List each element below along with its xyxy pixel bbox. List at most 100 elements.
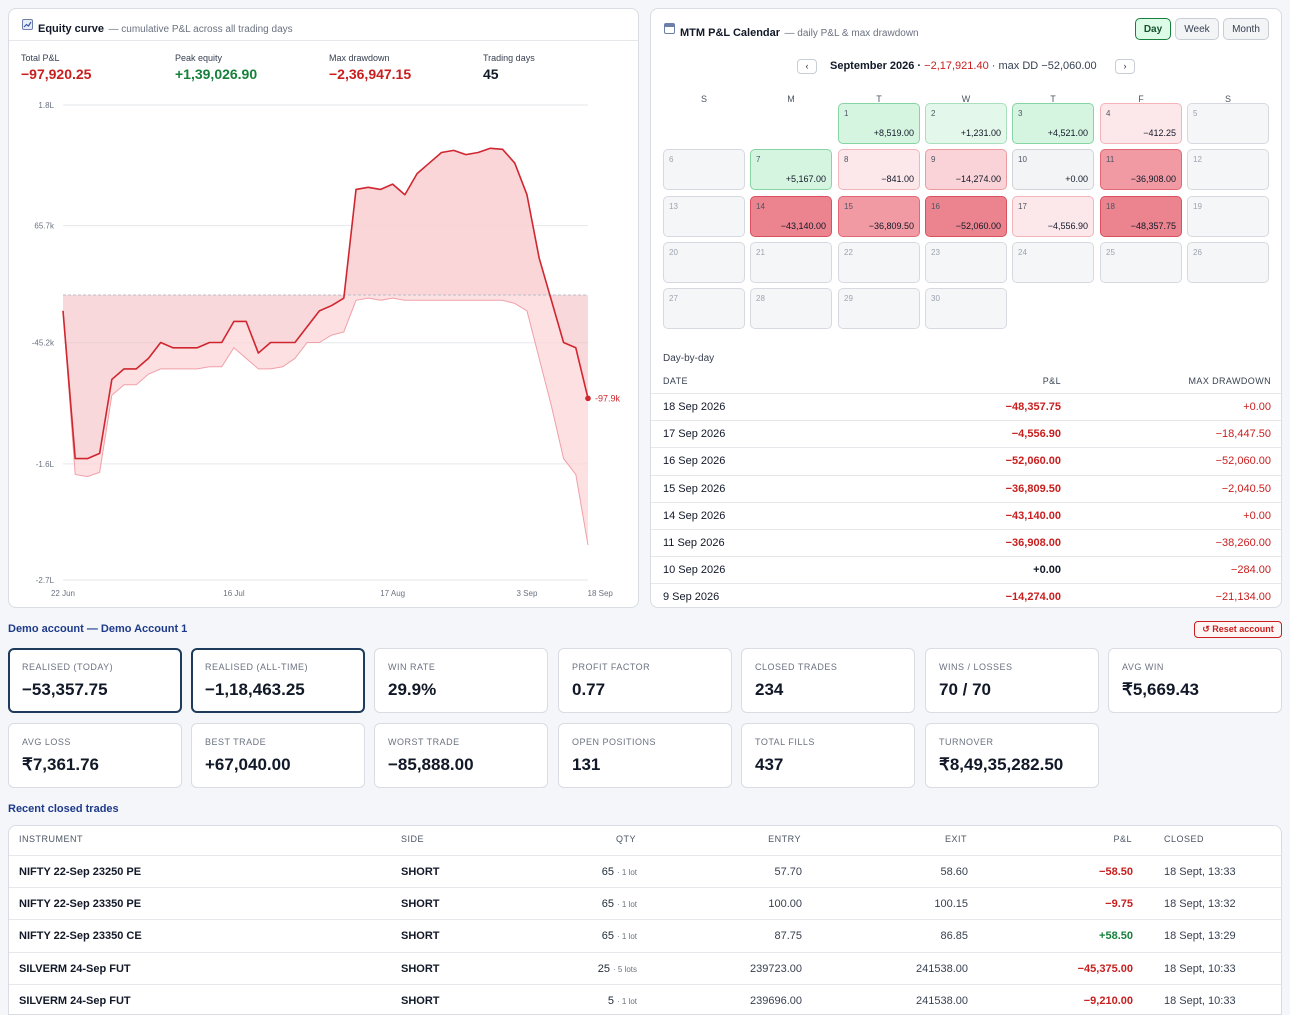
day-pnl: −48,357.75 [1130,221,1176,231]
calendar-day[interactable]: 28 [750,288,832,329]
trade-qty: 65 [601,866,614,878]
calendar-day[interactable]: 11 −36,908.00 [1100,149,1182,190]
trade-exit: 241538.00 [916,994,968,1007]
metric-value: ₹8,49,35,282.50 [939,755,1064,774]
day-number: 5 [1193,109,1198,118]
row-pnl: −14,274.00 [1005,591,1061,604]
trade-entry: 57.70 [774,866,802,878]
kpi-label: Max drawdown [329,53,390,63]
calendar-day[interactable]: 26 [1187,242,1269,283]
trades-title: Recent closed trades [8,803,119,815]
calendar-day[interactable]: 22 [838,242,920,283]
calendar-day[interactable]: 30 [925,288,1007,329]
col-max-drawdown: MAX DRAWDOWN [1188,376,1271,386]
metric-card: OPEN POSITIONS 131 [558,723,732,788]
tab-month[interactable]: Month [1223,18,1269,40]
daybyday-row: 14 Sep 2026 −43,140.00 +0.00 [651,501,1281,529]
day-number: 22 [844,248,853,257]
row-pnl: −36,908.00 [1005,537,1061,549]
equity-curve-panel: Equity curve — cumulative P&L across all… [8,8,639,608]
next-month-button[interactable]: › [1115,59,1135,74]
day-number: 6 [669,155,674,164]
tab-day[interactable]: Day [1135,18,1171,40]
weekday-header: S [1224,94,1231,104]
calendar-day[interactable]: 27 [663,288,745,329]
month-max-dd: · max DD −52,060.00 [991,60,1097,72]
col-qty: QTY [615,834,636,844]
chevron-left-icon: ‹ [805,61,809,71]
calendar-day[interactable]: 24 [1012,242,1094,283]
calendar-day[interactable]: 20 [663,242,745,283]
day-pnl: +5,167.00 [785,174,826,184]
day-number: 29 [844,294,853,303]
metric-value: 437 [755,755,784,774]
day-number: 21 [756,248,765,257]
daybyday-row: 17 Sep 2026 −4,556.90 −18,447.50 [651,420,1281,447]
trade-closed: 18 Sept, 13:29 [1164,930,1236,943]
metric-value: −1,18,463.25 [205,680,305,699]
daybyday-row: 15 Sep 2026 −36,809.50 −2,040.50 [651,474,1281,502]
calendar-day[interactable]: 13 [663,196,745,237]
trade-pnl: −45,375.00 [1077,962,1133,975]
trade-qty: 65 [601,898,614,911]
kpi-value: −2,36,947.15 [329,66,412,82]
calendar-day[interactable]: 8 −841.00 [838,149,920,190]
row-date: 17 Sep 2026 [663,428,726,441]
calendar-day[interactable]: 12 [1187,149,1269,190]
calendar-day[interactable]: 29 [838,288,920,329]
day-pnl: −36,809.50 [868,221,914,231]
trade-entry: 239696.00 [750,994,802,1007]
weekday-header: F [1138,94,1144,104]
calendar-day[interactable]: 21 [750,242,832,283]
calendar-day[interactable]: 7 +5,167.00 [750,149,832,190]
calendar-day[interactable]: 1 +8,519.00 [838,103,920,144]
weekday-header: W [961,94,971,104]
calendar-day[interactable]: 2 +1,231.00 [925,103,1007,144]
daybyday-row: 10 Sep 2026 +0.00 −284.00 [651,556,1281,583]
reset-account-button[interactable]: ↺ Reset account [1194,621,1282,638]
metric-card: PROFIT FACTOR 0.77 [558,648,732,713]
row-max-drawdown: −18,447.50 [1215,428,1271,441]
metric-value: 234 [755,680,784,699]
trade-exit: 100.15 [934,898,968,911]
calendar-day[interactable]: 5 [1187,103,1269,144]
trade-row[interactable]: NIFTY 22-Sep 23350 PE SHORT 65 · 1 lot 100.0… [9,887,1281,919]
day-pnl: +0.00 [1065,174,1088,184]
trade-side: SHORT [401,898,440,911]
calendar-day[interactable]: 6 [663,149,745,190]
col-pnl: P&L [1042,376,1061,386]
day-pnl: +1,231.00 [960,128,1001,138]
metric-card: WORST TRADE −85,888.00 [374,723,548,788]
calendar-day[interactable]: 15 −36,809.50 [838,196,920,237]
row-max-drawdown: −2,040.50 [1221,482,1271,495]
metric-value: ₹5,669.43 [1122,680,1199,699]
row-date: 11 Sep 2026 [663,537,725,549]
calendar-day[interactable]: 10 +0.00 [1012,149,1094,190]
calendar-day[interactable]: 14 −43,140.00 [750,196,832,237]
trade-row[interactable]: NIFTY 22-Sep 23250 PE SHORT 65 · 1 lot 57.70… [9,855,1281,887]
calendar-day[interactable]: 3 +4,521.00 [1012,103,1094,144]
trade-row[interactable]: SILVERM 24-Sep FUT SHORT 25 · 5 lots 239723.… [9,951,1281,984]
calendar-day[interactable]: 19 [1187,196,1269,237]
tab-week[interactable]: Week [1175,18,1219,40]
calendar-day[interactable]: 23 [925,242,1007,283]
trade-instrument: NIFTY 22-Sep 23250 PE [19,866,142,878]
prev-month-button[interactable]: ‹ [797,59,817,74]
y-tick-label: -2.7L [36,576,55,585]
trade-side: SHORT [401,994,440,1007]
calendar-day[interactable]: 4 −412.25 [1100,103,1182,144]
trade-row[interactable]: NIFTY 22-Sep 23350 CE SHORT 65 · 1 lot 87.75… [9,919,1281,951]
daybyday-row: 16 Sep 2026 −52,060.00 −52,060.00 [651,447,1281,474]
trade-exit: 241538.00 [916,962,968,975]
calendar-day[interactable]: 18 −48,357.75 [1100,196,1182,237]
trade-row[interactable]: SILVERM 24-Sep FUT SHORT 5 · 1 lot 239696.00… [9,983,1281,1014]
calendar-day[interactable]: 25 [1100,242,1182,283]
calendar-icon [664,23,675,34]
calendar-day[interactable]: 16 −52,060.00 [925,196,1007,237]
row-pnl: −48,357.75 [1005,401,1061,413]
day-number: 23 [931,248,940,257]
trade-qty-cell: 65 · 1 lot [602,930,637,942]
x-tick-label: 17 Aug [380,589,405,598]
calendar-day[interactable]: 17 −4,556.90 [1012,196,1094,237]
calendar-day[interactable]: 9 −14,274.00 [925,149,1007,190]
